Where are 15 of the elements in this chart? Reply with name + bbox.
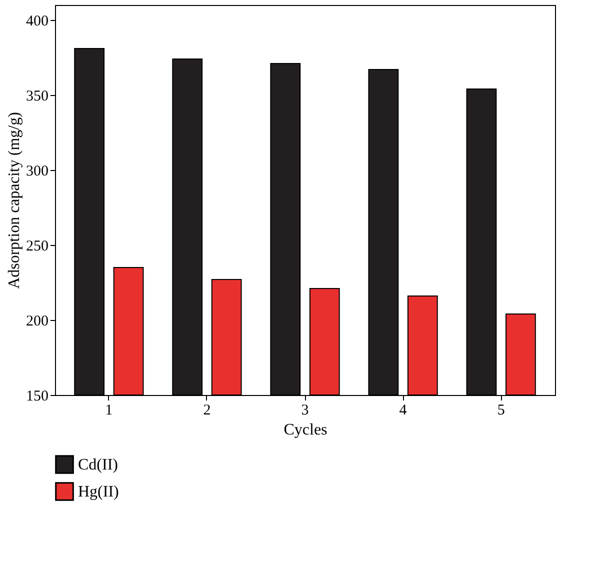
x-tick-label: 4 — [399, 402, 408, 418]
y-tick-label: 200 — [26, 314, 48, 330]
y-tick-label: 300 — [26, 164, 48, 180]
y-tick-label: 350 — [26, 88, 48, 104]
x-tick-label: 3 — [301, 402, 309, 418]
x-tick-label: 1 — [105, 402, 113, 418]
y-tick-label: 400 — [26, 14, 48, 30]
x-tick-label: 5 — [497, 402, 505, 418]
legend-label: Hg(II) — [78, 484, 119, 500]
x-axis-title: Cycles — [284, 422, 328, 438]
y-axis-title: Adsorption capacity (mg/g) — [6, 112, 23, 289]
y-tick-label: 250 — [26, 238, 48, 254]
x-tick-label: 2 — [203, 402, 211, 418]
y-tick-label: 150 — [26, 388, 48, 404]
legend-label: Cd(II) — [78, 456, 118, 474]
